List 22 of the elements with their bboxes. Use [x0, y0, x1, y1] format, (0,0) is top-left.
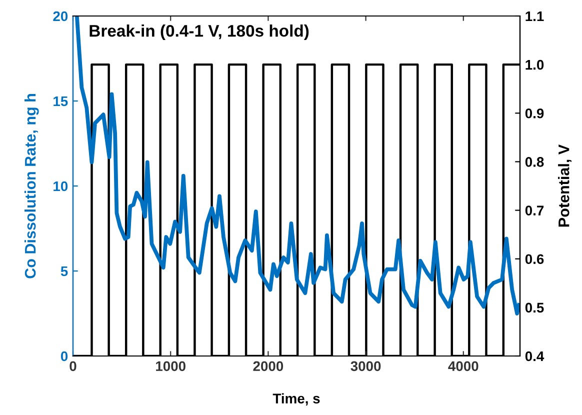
y2-tick-label: 0.9: [525, 108, 544, 118]
y2-tick-label: 0.4: [525, 351, 544, 362]
x-tick-label: 1000: [156, 361, 186, 372]
y-tick-label: 15: [54, 96, 68, 106]
x-tick-label: 0: [70, 361, 76, 372]
y2-tick-label: 1.1: [526, 11, 544, 22]
y2-tick-label: 0.6: [525, 254, 544, 264]
y-tick-label: 10: [54, 181, 68, 192]
y-tick-label: 0: [60, 351, 68, 362]
x-axis-title: Time, s: [272, 393, 320, 406]
y2-axis-title: Potential, V: [558, 144, 572, 227]
annotation: Break-in (0.4-1 V, 180s hold): [90, 24, 309, 40]
y2-tick-label: 0.5: [525, 302, 544, 313]
x-tick-label: 4000: [448, 361, 478, 372]
x-tick-label: 3000: [350, 361, 381, 372]
x-tick-label: 2000: [253, 361, 284, 372]
y-tick-label: 20: [53, 11, 68, 22]
y2-tick-label: 0.8: [525, 157, 544, 167]
y-axis-title: Co Dissolution Rate, ng h: [24, 94, 39, 278]
y-tick-label: 5: [60, 266, 68, 276]
y2-tick-label: 1.0: [526, 60, 544, 70]
y2-tick-label: 0.7: [525, 206, 544, 216]
